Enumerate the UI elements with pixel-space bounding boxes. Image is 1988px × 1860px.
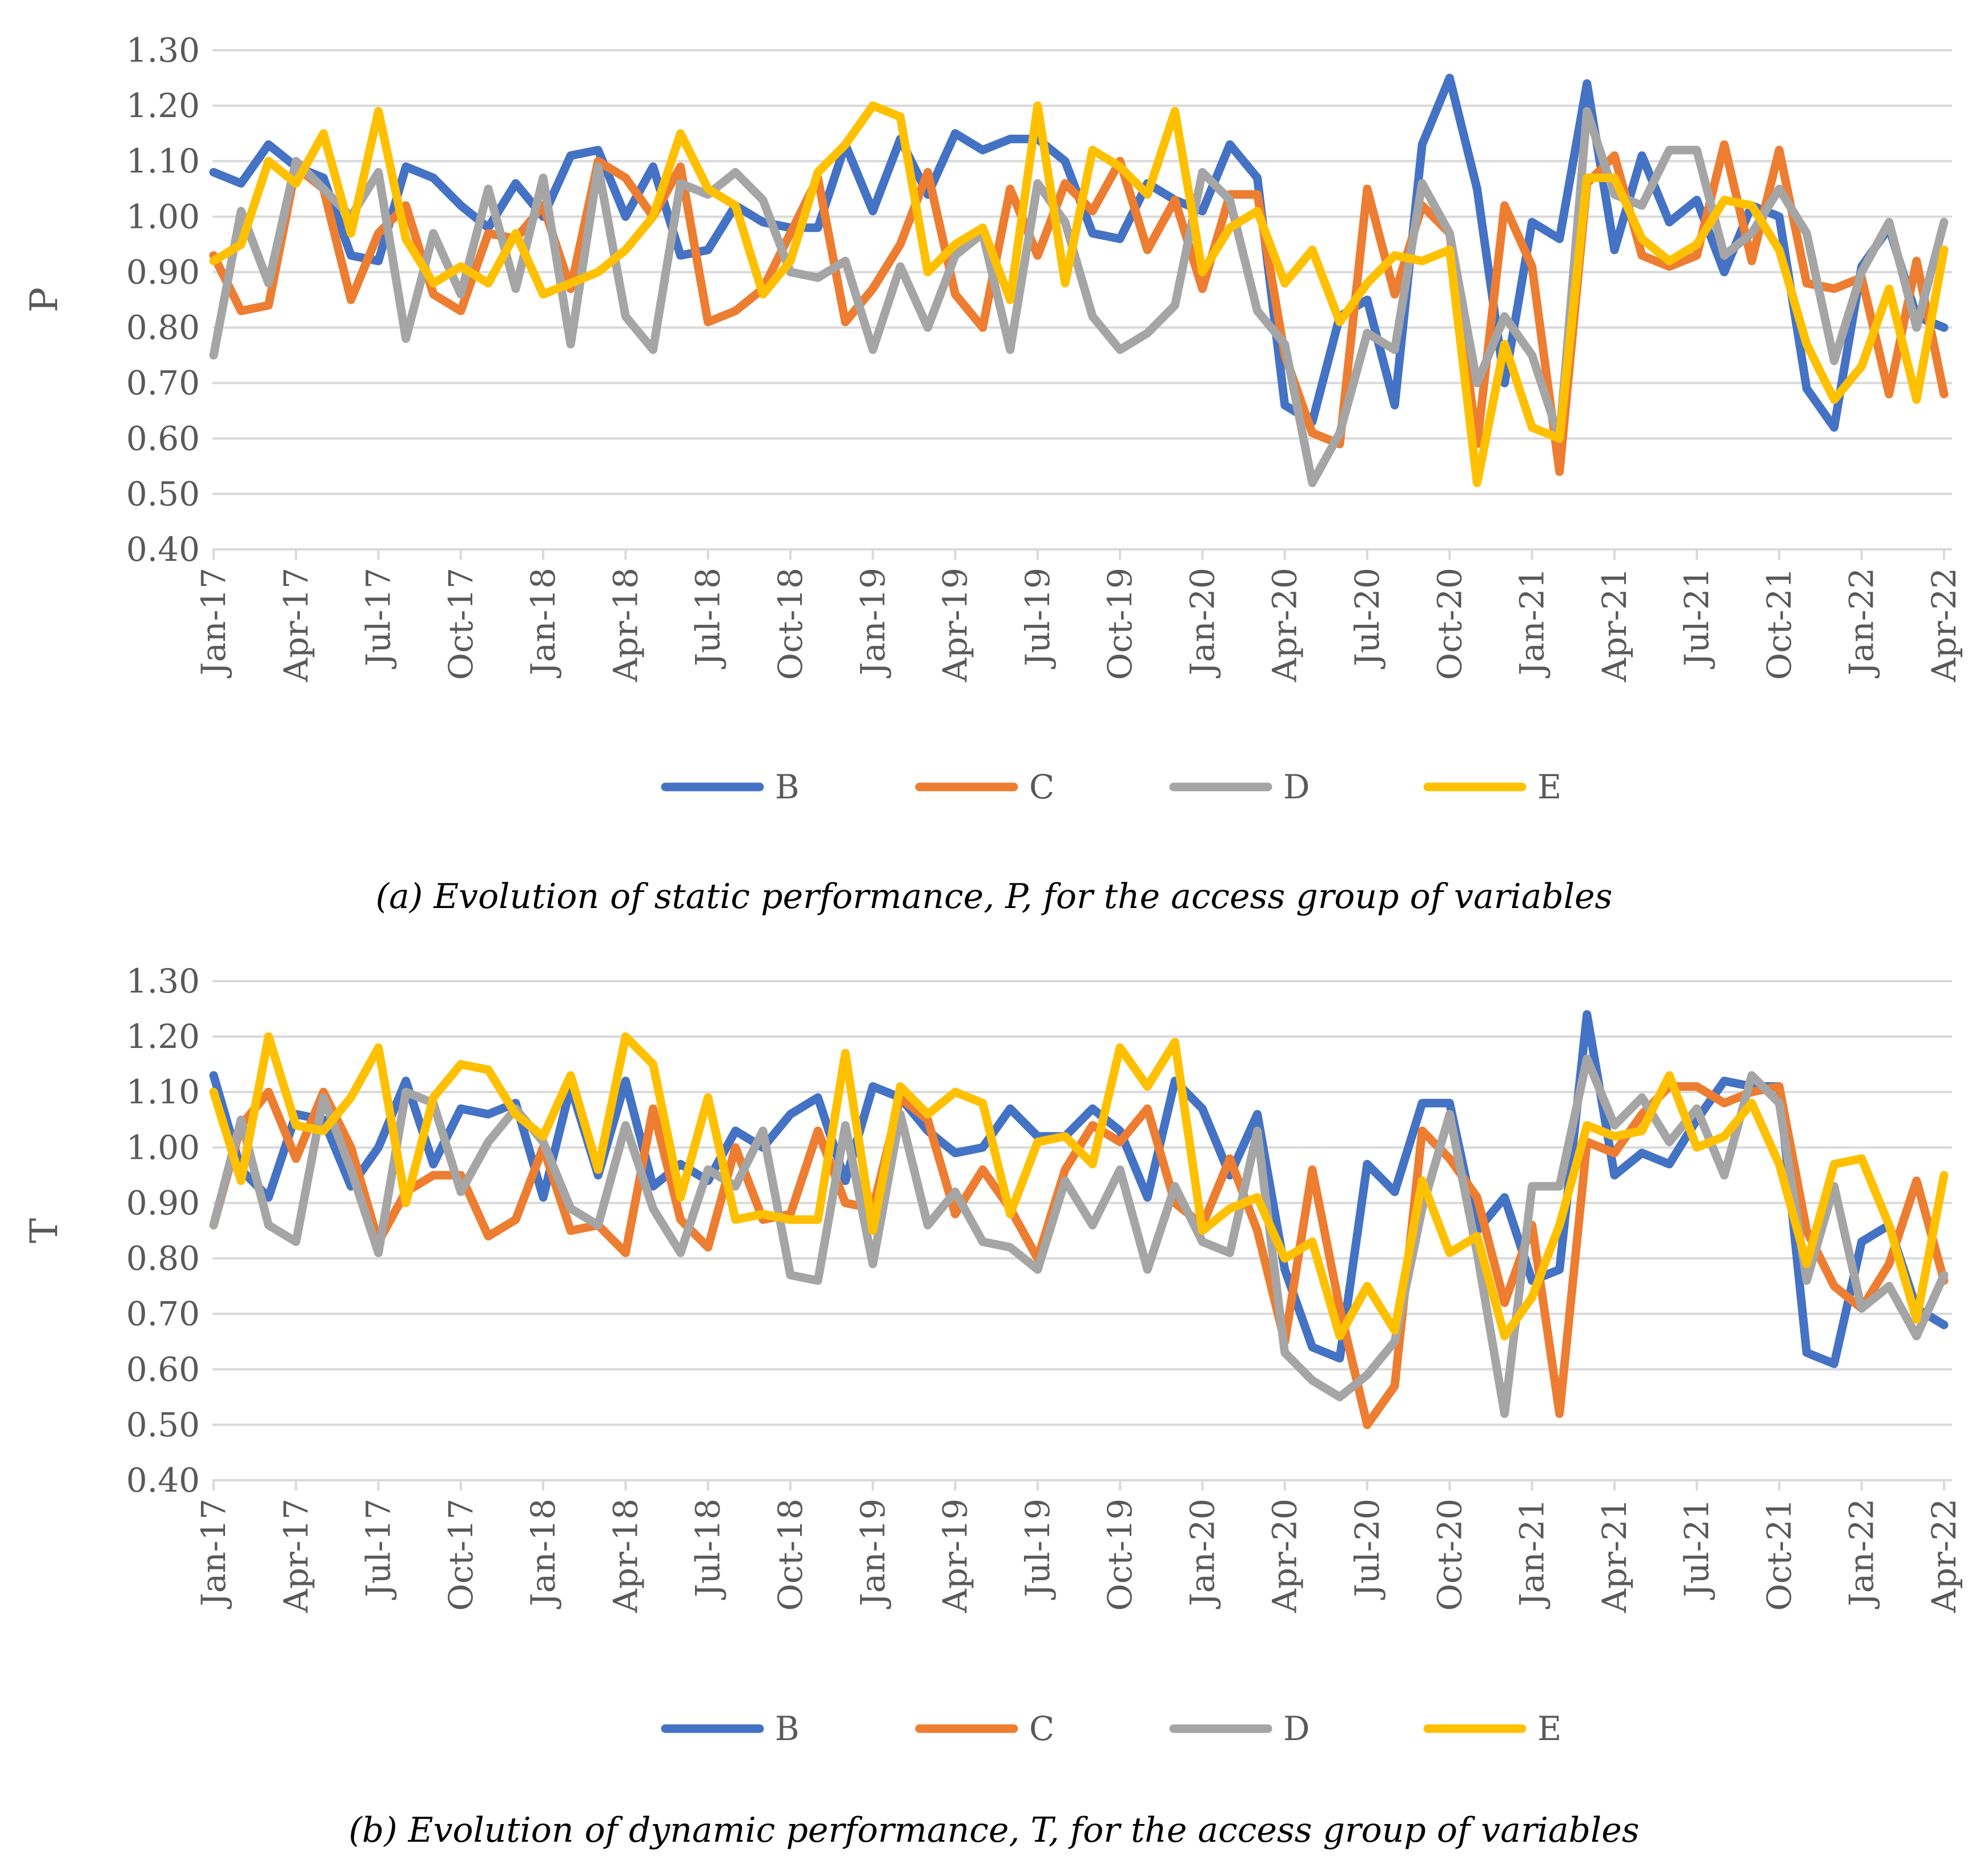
x-tick-label: Apr-21 [1595,1499,1634,1613]
chart-panel-a: 0.40 0.50 0.60 0.70 0.80 0.90 1.00 1.10 1.20 1.30… [22,31,1963,917]
line-chart-dynamic-performance: 0.40 0.50 0.60 0.70 0.80 0.90 1.00 1.10 1.20 1.30… [22,962,1963,1748]
x-tick-label: Oct-17 [441,568,480,680]
x-tick-label: Jan-17 [194,1499,233,1609]
x-tick-label: Apr-21 [1595,568,1634,682]
y-tick-label: 0.90 [126,252,200,291]
legend-label-B: B [775,1709,800,1748]
x-tick-label: Jul-21 [1677,1499,1716,1600]
x-tick-label: Oct-21 [1760,568,1798,680]
y-tick-label: 1.10 [126,142,200,180]
y-tick-label: 1.30 [126,31,200,70]
y-tick-label: 0.80 [126,1239,200,1278]
x-tick-label: Oct-19 [1101,1499,1139,1611]
y-tick-label: 0.40 [126,530,200,569]
x-tick-label: Oct-17 [441,1499,480,1611]
x-tick-label: Apr-17 [276,1499,315,1613]
legend-label-D: D [1283,1709,1310,1748]
y-tick-label: 0.90 [126,1183,200,1222]
x-tick-label: Jul-19 [1018,1499,1057,1600]
x-tick-label: Jul-18 [689,568,728,669]
series-line-B [209,1010,1949,1368]
series-line-D [209,1054,1949,1418]
x-tick-label: Oct-21 [1760,1499,1798,1611]
x-tick-label: Apr-22 [1925,568,1963,682]
x-tick-label: Apr-18 [606,1499,645,1613]
y-tick-label: 1.30 [126,962,200,1001]
x-tick-label: Jan-17 [194,568,233,678]
y-tick-label: 1.00 [126,1128,200,1167]
x-tick-label: Jan-21 [1513,568,1552,678]
x-tick-label: Jul-20 [1348,1499,1387,1600]
legend-label-E: E [1537,768,1561,806]
x-tick-label: Apr-19 [936,568,975,682]
y-tick-label: 0.80 [126,308,200,347]
y-tick-label: 1.10 [126,1072,200,1111]
legend-label-B: B [775,768,800,806]
x-tick-label: Jul-17 [359,1499,398,1600]
x-tick-label: Jan-18 [524,568,563,678]
x-tick-label: Apr-20 [1266,568,1304,682]
y-tick-label: 0.70 [126,364,200,403]
y-axis-title: P [22,287,66,312]
x-tick-label: Apr-20 [1266,1499,1304,1613]
series-line-E [209,101,1949,487]
x-tick-label: Jan-18 [524,1499,563,1609]
x-tick-label: Jan-22 [1842,568,1881,678]
x-tick-label: Jul-18 [689,1499,728,1600]
x-tick-label: Apr-18 [606,568,645,682]
y-tick-label: 1.20 [126,86,200,125]
x-tick-label: Jan-20 [1183,1499,1222,1609]
x-tick-label: Jul-20 [1348,568,1387,669]
x-tick-label: Apr-19 [936,1499,975,1613]
y-axis-title: T [22,1218,66,1243]
y-tick-label: 1.20 [126,1017,200,1056]
x-tick-label: Apr-17 [276,568,315,682]
x-tick-label: Jan-21 [1513,1499,1552,1609]
legend-label-C: C [1029,768,1054,806]
legend-label-D: D [1283,768,1310,806]
line-chart-static-performance: 0.40 0.50 0.60 0.70 0.80 0.90 1.00 1.10 1.20 1.30… [22,31,1963,806]
legend-label-E: E [1537,1709,1561,1748]
y-tick-label: 0.50 [126,475,200,513]
x-tick-label: Jan-19 [853,1499,892,1609]
x-tick-label: Jan-19 [853,568,892,678]
chart-caption-b: (b) Evolution of dynamic performance, T,… [348,1810,1640,1850]
series-line-E [209,1032,1949,1340]
x-tick-label: Oct-20 [1430,1499,1469,1611]
y-tick-label: 1.00 [126,197,200,236]
x-tick-label: Jul-19 [1018,568,1057,669]
x-tick-label: Jul-21 [1677,568,1716,669]
x-tick-label: Apr-22 [1925,1499,1963,1613]
series-line-C [209,140,1949,476]
series-line-D [209,107,1949,487]
x-tick-label: Jan-22 [1842,1499,1881,1609]
y-tick-label: 0.70 [126,1295,200,1333]
chart-panel-b: 0.40 0.50 0.60 0.70 0.80 0.90 1.00 1.10 1.20 1.30… [0,931,1988,1860]
chart-caption-a: (a) Evolution of static performance, P, … [375,877,1613,917]
y-tick-label: 0.40 [126,1461,200,1500]
x-tick-label: Oct-18 [771,568,810,680]
x-tick-label: Jan-20 [1183,568,1222,678]
y-tick-label: 0.50 [126,1405,200,1444]
y-tick-label: 0.60 [126,419,200,458]
x-tick-label: Oct-18 [771,1499,810,1611]
y-tick-label: 0.60 [126,1350,200,1389]
legend-label-C: C [1029,1709,1054,1748]
x-tick-label: Jul-17 [359,568,398,669]
x-tick-label: Oct-20 [1430,568,1469,680]
x-tick-label: Oct-19 [1101,568,1139,680]
